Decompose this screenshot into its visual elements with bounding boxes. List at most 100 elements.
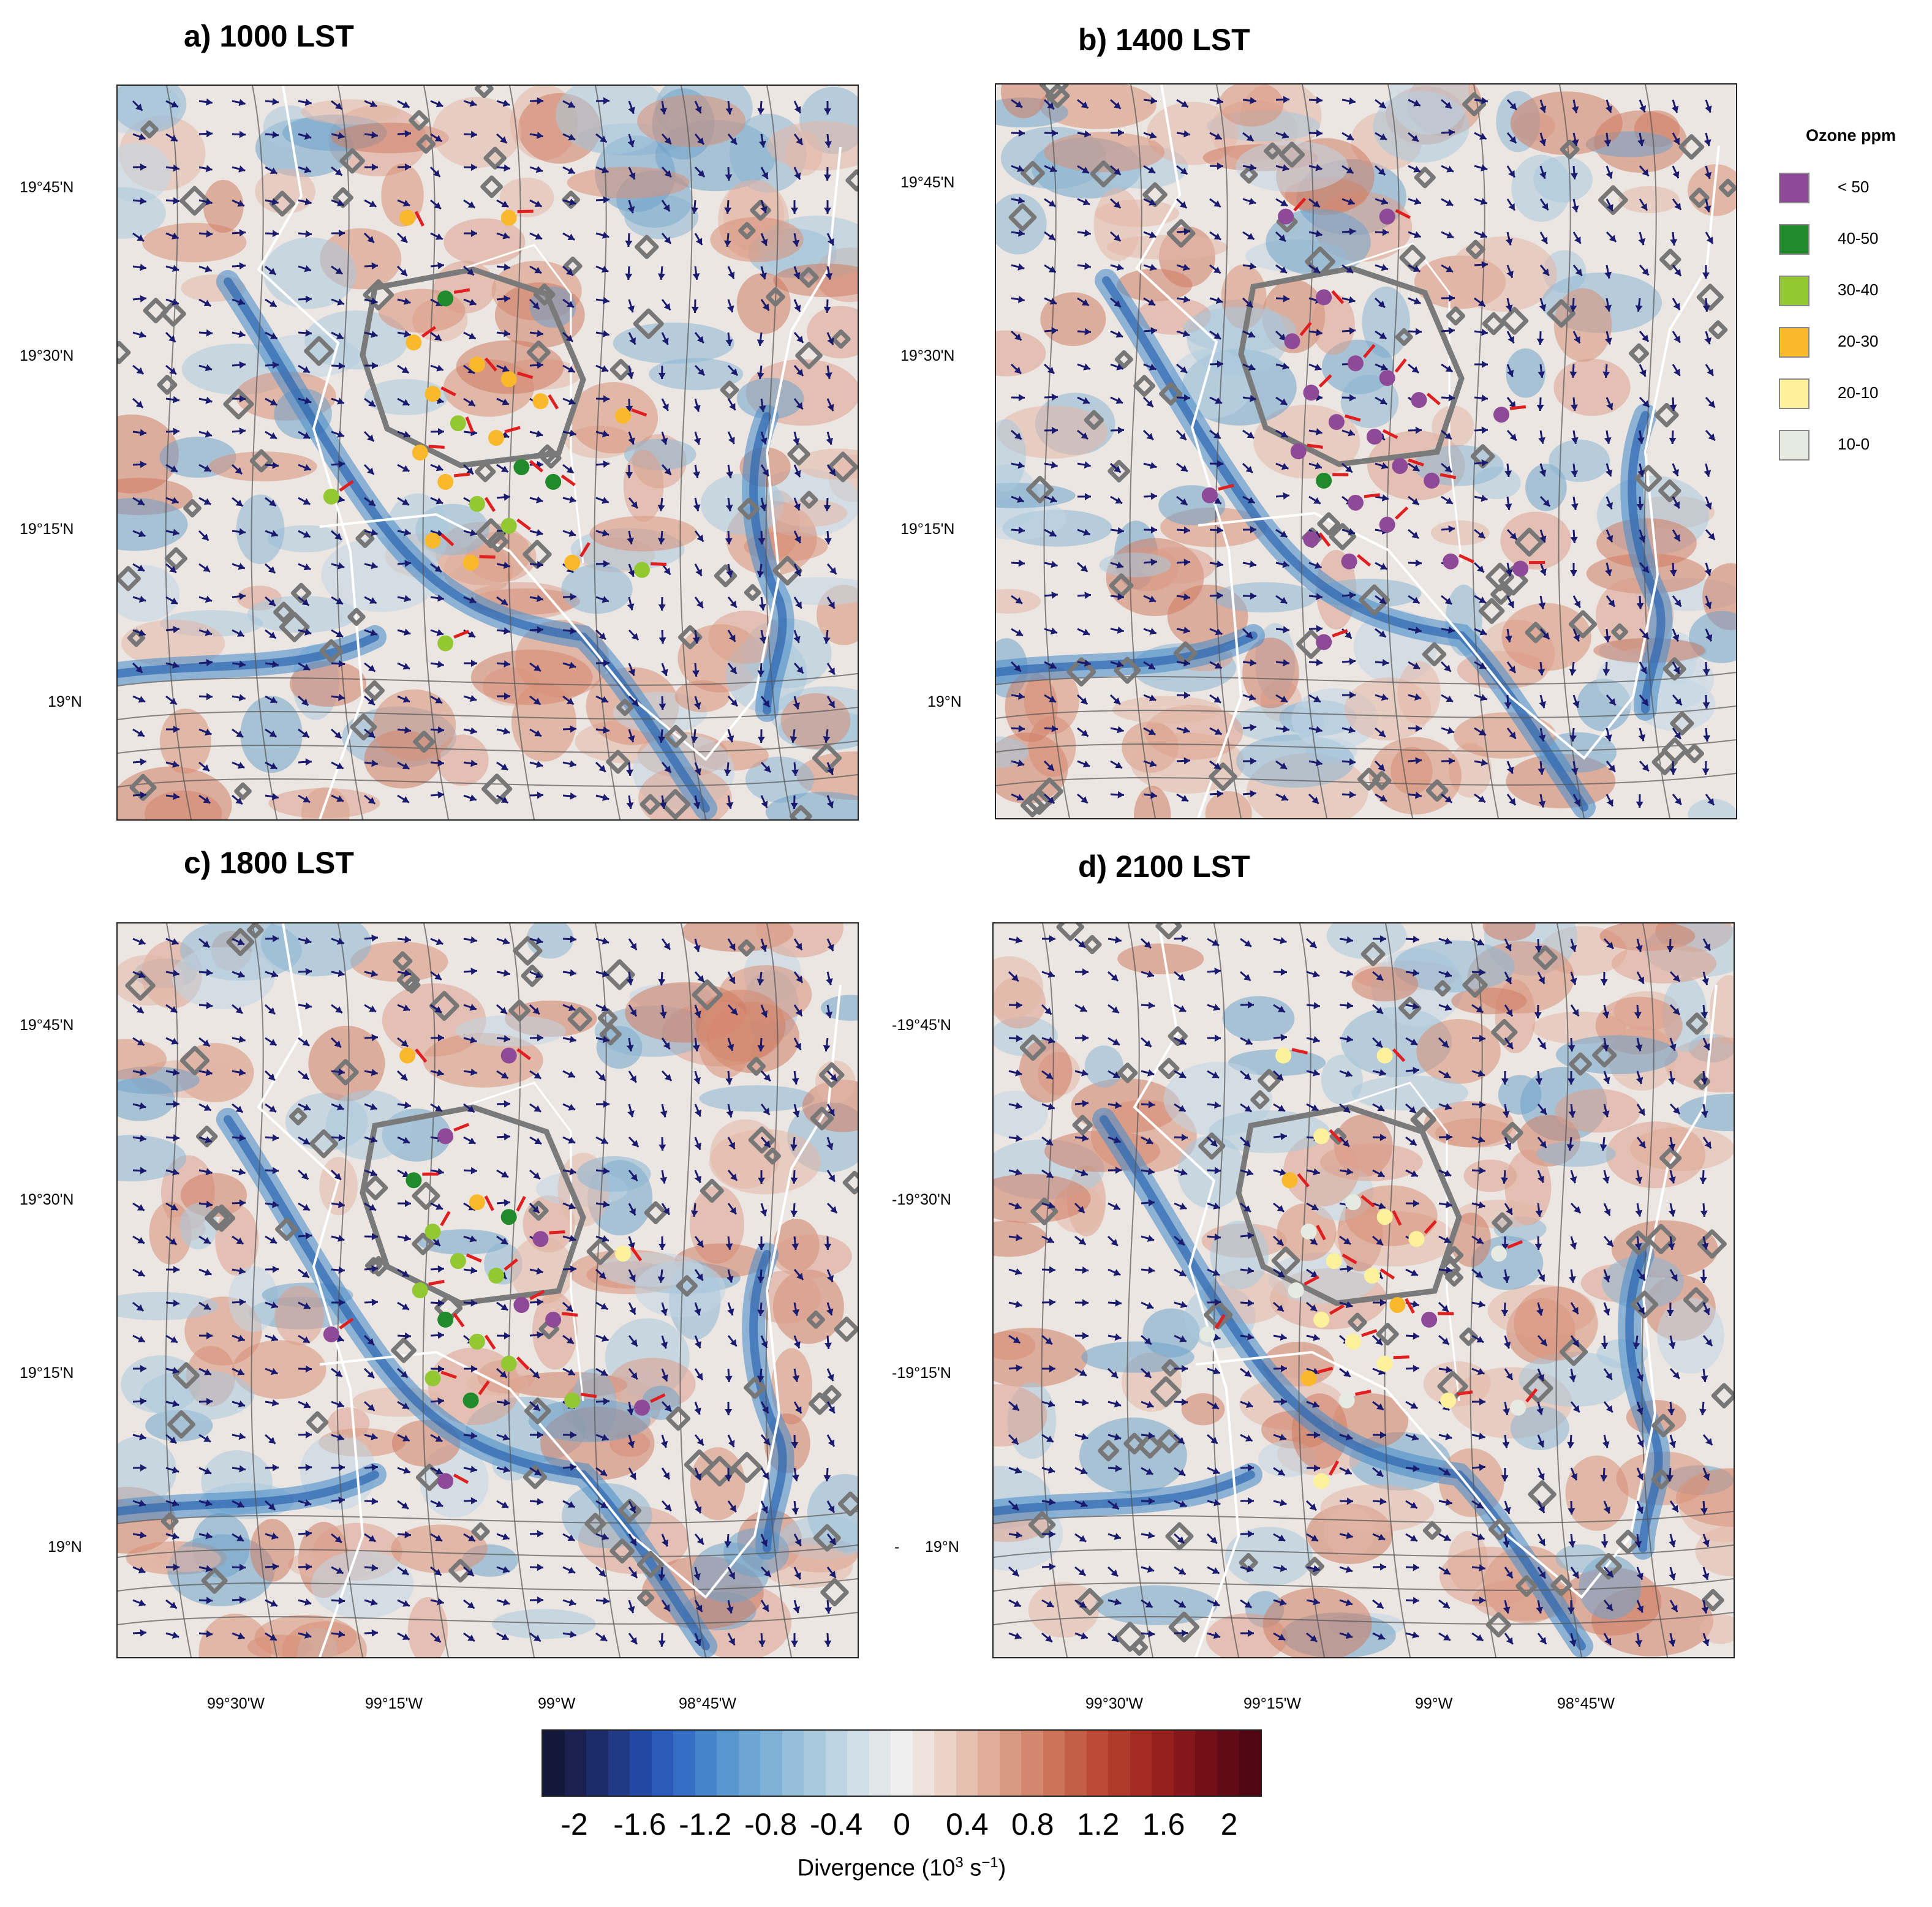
wind-arrow (198, 693, 213, 701)
urban-cell (1560, 139, 1580, 160)
wind-arrow (430, 1034, 445, 1042)
wind-arrow-head (828, 1406, 835, 1413)
wind-arrow-head (1246, 134, 1254, 141)
wind-arrow-head (1572, 701, 1580, 708)
wind-arrow (132, 1235, 145, 1244)
wind-arrow (1635, 298, 1643, 312)
urban-cell (508, 999, 531, 1022)
wind-arrow-head (173, 626, 179, 633)
wind-arrow-head (501, 1501, 509, 1508)
wind-arrow-head (628, 172, 636, 180)
wind-arrow-head (1116, 363, 1123, 370)
urban-cell (1359, 584, 1391, 616)
urban-cell (1278, 141, 1305, 168)
wind-arrow-head (172, 497, 179, 504)
wind-arrow-head (792, 1375, 800, 1382)
wind-arrow (661, 563, 671, 576)
wind-arrow (1275, 363, 1289, 370)
wind-arrow (232, 298, 246, 306)
wind-arrow-head (205, 1565, 213, 1573)
wind-arrow (265, 1334, 279, 1342)
wind-arrow (1341, 97, 1356, 105)
urban-cell (1670, 711, 1694, 735)
wind-arrow (496, 969, 510, 977)
wind-arrow (232, 1298, 246, 1306)
wind-arrow (232, 629, 245, 638)
wind-arrow (1010, 363, 1022, 375)
wind-arrow (496, 1133, 511, 1141)
wind-arrow-head (1018, 724, 1025, 732)
wind-arrow (232, 1465, 246, 1473)
wind-arrow-head (172, 1367, 179, 1374)
wind-arrow (496, 1332, 511, 1340)
ozone-station-dot (1316, 472, 1332, 489)
wind-arrow-head (504, 1399, 510, 1407)
wind-arrow (132, 100, 143, 111)
wind-arrow-head (371, 934, 378, 942)
wind-arrow (198, 1103, 212, 1111)
wind-arrow-head (627, 206, 635, 214)
wind-arrow-head (601, 696, 608, 703)
wind-arrow (760, 200, 768, 214)
urban-cell (1020, 160, 1045, 186)
wind-arrow-head (173, 427, 179, 435)
wind-arrow (693, 398, 701, 412)
wind-arrow (625, 762, 633, 777)
wind-arrow-head (664, 137, 671, 145)
wind-arrow-head (1708, 401, 1715, 408)
wind-arrow-head (303, 531, 311, 538)
wind-arrow-head (1479, 596, 1486, 603)
wind-arrow (790, 1203, 798, 1217)
wind-arrow-head (793, 438, 800, 445)
wind-arrow (265, 1464, 279, 1472)
wind-arrow (562, 1334, 575, 1345)
wind-arrow (132, 728, 145, 737)
wind-arrow (726, 563, 734, 577)
wind-arrow-head (138, 938, 146, 946)
wind-arrow (727, 1302, 734, 1316)
panel-d-title: d) 2100 LST (1078, 849, 1250, 884)
wind-arrow-head (567, 366, 575, 373)
wind-arrow (1408, 724, 1422, 732)
wind-arrow (1209, 360, 1224, 368)
wind-arrow (1705, 364, 1715, 377)
divergence-positive-area (443, 218, 526, 266)
wind-arrow-head (1349, 592, 1356, 600)
wind-arrow-head (272, 230, 279, 238)
wind-arrow (232, 229, 246, 237)
wind-arrow (1408, 165, 1421, 173)
wind-arrow (1209, 162, 1224, 170)
wind-arrow (1011, 759, 1025, 767)
wind-arrow-head (272, 935, 279, 942)
wind-arrow (727, 1170, 738, 1181)
wind-arrow (496, 1367, 508, 1379)
wind-arrow (397, 364, 410, 374)
wind-arrow-head (437, 791, 444, 799)
urban-cell (738, 939, 755, 957)
station-wind-arrow (465, 416, 474, 433)
wind-arrow-head (631, 501, 638, 508)
wind-arrow-head (434, 565, 442, 572)
wind-arrow-head (168, 335, 176, 342)
wind-arrow (1077, 592, 1092, 600)
wind-arrow-head (437, 427, 444, 435)
wind-arrow (463, 1299, 478, 1307)
wind-arrow (298, 1431, 312, 1439)
wind-arrow-head (1413, 662, 1421, 669)
wind-arrow-head (1507, 601, 1514, 608)
wind-arrow-head (1183, 659, 1190, 667)
wind-arrow-head (629, 1472, 636, 1480)
urban-cell (1264, 142, 1281, 160)
wind-arrow-head (1444, 796, 1452, 803)
wind-arrow-head (1113, 697, 1120, 705)
wind-arrow-head (1605, 469, 1613, 476)
wind-arrow (1077, 760, 1090, 768)
wind-arrow (397, 969, 411, 977)
wind-arrow-head (537, 97, 543, 105)
wind-arrow-head (537, 329, 543, 337)
wind-arrow-head (823, 108, 831, 115)
wind-arrow-head (1606, 171, 1613, 179)
wind-arrow (1539, 562, 1547, 576)
wind-arrow-head (272, 1265, 279, 1273)
wind-arrow-head (570, 593, 576, 601)
